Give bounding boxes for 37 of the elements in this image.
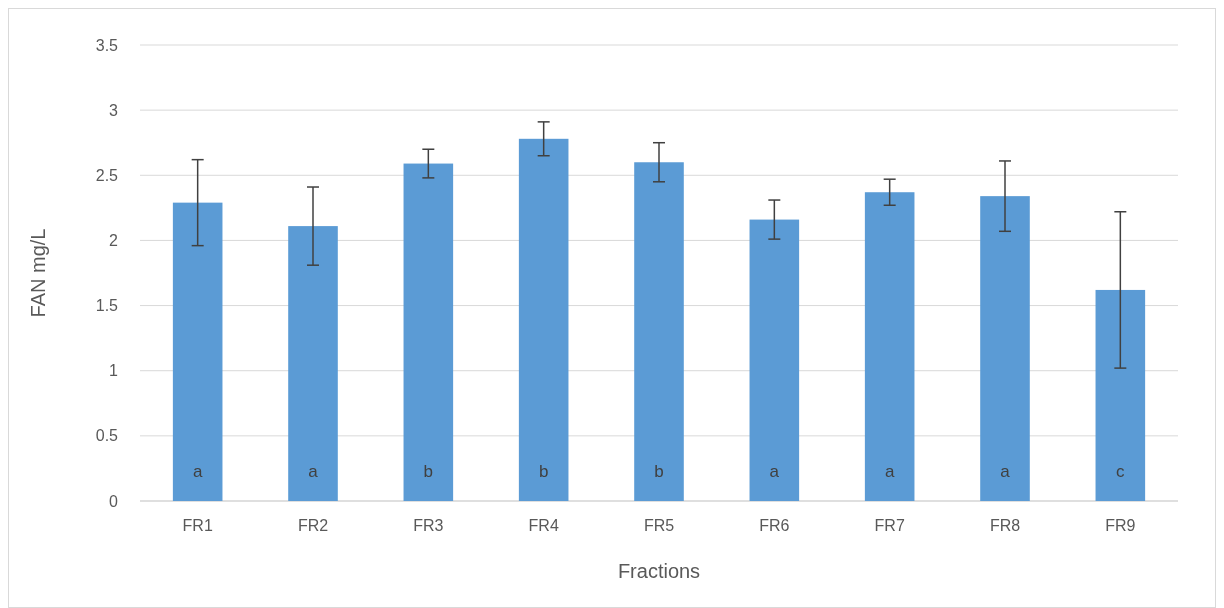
annotation: b — [654, 462, 664, 481]
x-tick-label: FR5 — [643, 517, 675, 534]
x-tick-label: FR3 — [413, 517, 444, 534]
annotation: a — [884, 462, 895, 481]
y-tick-label: 2 — [109, 232, 119, 250]
annotation: a — [1000, 462, 1011, 481]
annotation: b — [538, 462, 549, 481]
bar — [634, 162, 684, 501]
bar — [288, 226, 338, 501]
x-tick-label: FR6 — [759, 517, 790, 534]
y-tick-label: 1 — [109, 362, 119, 380]
x-tick-label: FR9 — [1105, 517, 1136, 534]
annotation: c — [1116, 462, 1126, 481]
y-tick-label: 3 — [109, 101, 119, 119]
bar — [864, 192, 915, 501]
y-tick-label: 1.5 — [95, 297, 119, 315]
x-axis-title: Fractions — [617, 560, 701, 582]
y-tick-label: 0 — [109, 492, 119, 510]
y-tick-label: 0.5 — [95, 427, 119, 445]
bar — [980, 196, 1030, 501]
bar — [518, 138, 569, 501]
annotation: a — [769, 462, 780, 481]
bar — [172, 202, 223, 501]
x-tick-label: FR7 — [874, 517, 905, 534]
y-axis-title: FAN mg/L — [27, 228, 49, 318]
y-tick-label: 3.5 — [95, 36, 119, 54]
y-tick-label: 2.5 — [95, 166, 119, 184]
bar — [1095, 289, 1146, 501]
annotation: a — [308, 462, 319, 481]
annotation: b — [423, 462, 434, 481]
annotation: a — [192, 462, 203, 481]
x-tick-label: FR4 — [528, 517, 559, 534]
x-tick-label: FR8 — [989, 517, 1021, 534]
bar — [749, 219, 800, 501]
x-tick-label: FR2 — [297, 517, 329, 534]
bar — [403, 163, 454, 501]
x-tick-label: FR1 — [182, 517, 213, 534]
